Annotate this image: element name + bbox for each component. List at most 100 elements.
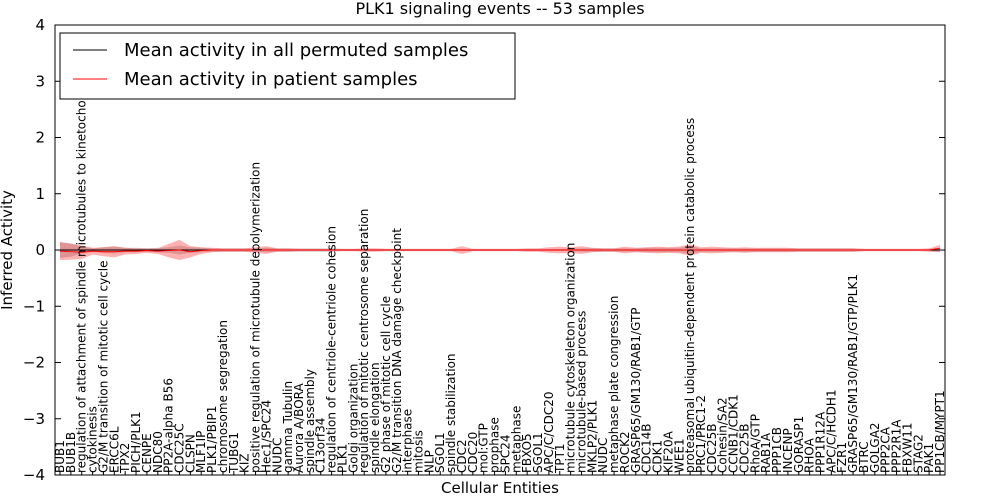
x-category-label: PAK1	[922, 443, 936, 473]
x-category-label: ERCC6L	[107, 426, 121, 473]
x-category-label: Cohesin/SA2	[716, 397, 730, 473]
x-category-label: Aurora A/BORA	[292, 383, 306, 473]
x-category-label: metaphase plate congression	[607, 296, 621, 473]
x-category-label: NDC80	[151, 431, 165, 473]
x-category-label: microtubule-based process	[574, 311, 588, 473]
y-tick-label: −3	[23, 410, 45, 428]
x-category-label: FBXW11	[900, 423, 914, 474]
x-category-label: PPP1R12A	[813, 411, 827, 473]
x-category-label: spindle elongation	[368, 362, 382, 473]
x-category-label: BTRC	[857, 441, 871, 473]
x-axis-label: Cellular Entities	[441, 479, 559, 497]
x-category-label: GRASP65/GM130/RAB1/GTP	[629, 307, 643, 473]
x-category-label: PPP1CB	[770, 427, 784, 473]
x-category-label: microtubule cytoskeleton organization	[564, 243, 578, 473]
x-category-label: C13orf34	[314, 418, 328, 473]
y-tick-label: 2	[35, 129, 45, 147]
x-category-label: G2/M transition of mitotic cell cycle	[96, 260, 110, 473]
x-category-label: CDC25C	[173, 423, 187, 473]
y-tick-label: −4	[23, 466, 45, 484]
chart-title: PLK1 signaling events -- 53 samples	[355, 0, 644, 18]
x-category-label: regulation of attachment of spindle micr…	[75, 88, 89, 473]
x-category-label: PPP2CA	[879, 426, 893, 473]
x-category-label: STAG2	[911, 434, 925, 473]
x-category-label: RAB1A	[759, 432, 773, 473]
x-category-label: chromosome segregation	[216, 320, 230, 473]
x-category-label: PRC1/PRC1-2	[694, 395, 708, 473]
series-lines	[59, 247, 941, 253]
x-category-label: CDC20	[466, 432, 480, 473]
y-tick-label: −1	[23, 297, 45, 315]
x-category-label: CENPE	[140, 433, 154, 473]
x-category-label: PP2A-alpha B56	[162, 378, 176, 473]
x-category-label: SGOL1	[433, 432, 447, 473]
legend: Mean activity in all permuted samples Me…	[59, 32, 516, 100]
x-category-label: CDK1	[651, 440, 665, 473]
x-category-label: NUDC	[596, 438, 610, 473]
x-category-label: G2 phase of mitotic cell cycle	[379, 296, 393, 473]
x-category-label: SGOL1	[531, 432, 545, 473]
x-category-label: PLK1/PBIP1	[205, 406, 219, 473]
x-category-label: proteasomal ubiquitin-dependent protein …	[683, 118, 697, 473]
y-axis-label: Inferred Activity	[0, 190, 16, 310]
x-category-label: prophase	[488, 417, 502, 473]
x-category-label: CDC25B	[705, 424, 719, 474]
x-category-label: NLP	[422, 450, 436, 473]
y-tick-label: 0	[35, 241, 45, 259]
x-category-label: FBXO5	[520, 433, 534, 473]
x-category-label: regulation of mitotic centrosome separat…	[357, 209, 371, 473]
x-category-label: GORASP1	[792, 416, 806, 473]
x-category-label: positive regulation of microtubule depol…	[249, 162, 263, 473]
x-category-label: TUBG1	[227, 432, 241, 474]
x-category-label: CDC14B	[640, 424, 654, 474]
y-axis-ticks: −4 −3 −2 −1 0 1 2 3 4	[23, 16, 945, 484]
x-category-label: PPP2R1A	[890, 419, 904, 473]
x-category-label: BUB1B	[64, 432, 78, 473]
x-category-label: TPX2	[118, 443, 132, 474]
x-category-label: PICH/PLK1	[129, 411, 143, 473]
x-category-label: Hec1/SPC24	[259, 400, 273, 473]
x-category-label: mol:GTP	[477, 423, 491, 473]
x-category-label: PP1CB/MYPT1	[933, 390, 947, 473]
x-category-label: PLK1	[335, 444, 349, 473]
x-category-label: spindle stabilization	[444, 353, 458, 473]
x-category-label: GOLGA2	[868, 422, 882, 473]
x-category-label: metaphase	[509, 406, 523, 473]
x-category-label: BUB1	[53, 440, 67, 473]
x-category-label: INCENP	[781, 428, 795, 473]
x-category-label: CDC25B	[737, 424, 751, 474]
x-category-label: gamma Tubulin	[281, 381, 295, 473]
x-category-label: cytokinesis	[86, 406, 100, 473]
x-category-label: APC/C/HCDH1	[824, 389, 838, 473]
x-category-label: MKLP2/PLK1	[585, 400, 599, 473]
x-category-label: FZR1	[835, 442, 849, 473]
x-category-label: GRASP65/GM130/RAB1/GTP/PLK1	[846, 274, 860, 473]
legend-box	[59, 32, 516, 100]
x-category-label: interphase	[401, 409, 415, 473]
x-category-label: mitosis	[412, 430, 426, 473]
x-category-label: RHOA	[803, 437, 817, 473]
y-tick-label: 1	[35, 185, 45, 203]
x-category-label: KIZ	[238, 453, 252, 473]
x-category-label: CCNB1/CDK1	[727, 394, 741, 473]
x-category-label: NUDC	[270, 438, 284, 473]
series-line-patient	[59, 247, 941, 253]
x-category-label: CDC2	[455, 439, 469, 473]
x-category-label: TPT1	[553, 443, 567, 474]
x-category-label: WEE1	[672, 438, 686, 473]
x-category-label: regulation of centriole-centriole cohesi…	[325, 226, 339, 473]
y-tick-label: 3	[35, 72, 45, 90]
x-category-label: CLSPN	[183, 434, 197, 473]
x-category-label: APC/C/CDC20	[542, 391, 556, 473]
x-category-label: spindle assembly	[303, 369, 317, 473]
legend-label-permuted: Mean activity in all permuted samples	[124, 40, 468, 61]
y-tick-label: 4	[35, 16, 45, 34]
x-category-label: KIF20A	[661, 430, 675, 473]
x-category-label: RhoA/GTP	[748, 414, 762, 473]
x-category-label: Golgi organization	[346, 364, 360, 473]
x-category-label: ROCK2	[618, 431, 632, 473]
y-tick-label: −2	[23, 354, 45, 372]
x-category-label: SPC24	[498, 434, 512, 473]
